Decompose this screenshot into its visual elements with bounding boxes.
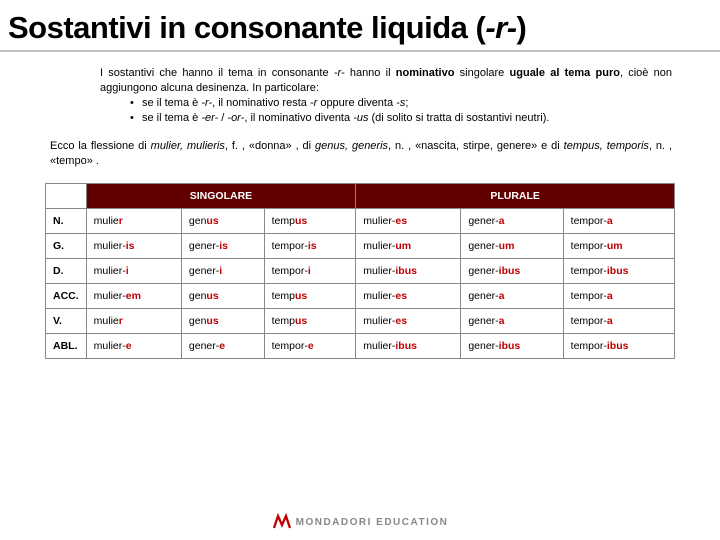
b2d: -or- (227, 112, 244, 124)
case-label: N. (46, 209, 87, 234)
p1f: uguale al tema puro (510, 67, 620, 79)
title-text-a: Sostantivi in consonante liquida ( (8, 10, 485, 45)
declension-table-wrap: SINGOLARE PLURALE N.muliergenustempusmul… (0, 169, 720, 359)
title-text-b: -r- (485, 10, 516, 45)
footer-text: MONDADORI EDUCATION (296, 517, 449, 528)
case-label: ACC. (46, 284, 87, 309)
bullet-2: se il tema è -er- / -or-, il nominativo … (130, 111, 672, 126)
footer-logo: MONDADORI EDUCATION (0, 513, 720, 532)
p2b: mulier, mulieris (151, 140, 225, 152)
cell-tempus-s: tempor-e (264, 334, 356, 359)
cell-genus-s: gener-e (181, 334, 264, 359)
cell-genus-s: gener-i (181, 259, 264, 284)
p2e: , n. , «nascita, stirpe, genere» e di (388, 140, 564, 152)
b2f: -us (353, 112, 368, 124)
intro-paragraph: I sostantivi che hanno il tema in conson… (100, 66, 672, 125)
cell-mulier-s: mulier-e (86, 334, 181, 359)
p1e: singolare (454, 67, 509, 79)
mondadori-icon (272, 513, 292, 532)
cell-mulier-s: mulier (86, 209, 181, 234)
example-paragraph: Ecco la flessione di mulier, mulieris, f… (50, 139, 672, 169)
empty-header (46, 184, 87, 209)
bullet-1: se il tema è -r-, il nominativo resta -r… (130, 96, 672, 111)
title-text-c: ) (517, 10, 527, 45)
b1a: se il tema è (142, 97, 201, 109)
cell-tempus-p: tempor-a (563, 284, 674, 309)
cell-genus-s: genus (181, 309, 264, 334)
b1g: ; (405, 97, 408, 109)
table-header-row: SINGOLARE PLURALE (46, 184, 675, 209)
case-label: V. (46, 309, 87, 334)
header-plural: PLURALE (356, 184, 675, 209)
cell-genus-p: gener-um (461, 234, 563, 259)
p2d: genus, generis (315, 140, 388, 152)
table-row: D.mulier-igener-itempor-imulier-ibusgene… (46, 259, 675, 284)
p2c: , f. , «donna» , di (225, 140, 315, 152)
table-row: ABL.mulier-egener-etempor-emulier-ibusge… (46, 334, 675, 359)
cell-mulier-p: mulier-ibus (356, 334, 461, 359)
cell-mulier-s: mulier-is (86, 234, 181, 259)
bullet-list: se il tema è -r-, il nominativo resta -r… (100, 96, 672, 126)
cell-tempus-p: tempor-um (563, 234, 674, 259)
p2f: tempus, temporis (564, 140, 649, 152)
table-row: N.muliergenustempusmulier-esgener-atempo… (46, 209, 675, 234)
b1c: , il nominativo resta (212, 97, 310, 109)
page-title: Sostantivi in consonante liquida (-r-) (0, 0, 720, 52)
cell-mulier-p: mulier-ibus (356, 259, 461, 284)
p1a: I sostantivi che hanno il tema in conson… (100, 67, 334, 79)
cell-mulier-p: mulier-es (356, 309, 461, 334)
b2a: se il tema è (142, 112, 201, 124)
cell-tempus-s: tempus (264, 284, 356, 309)
p1d: nominativo (396, 67, 455, 79)
cell-tempus-p: tempor-ibus (563, 334, 674, 359)
cell-mulier-p: mulier-es (356, 209, 461, 234)
p1b: -r- (334, 67, 345, 79)
cell-genus-s: gener-is (181, 234, 264, 259)
cell-genus-p: gener-ibus (461, 259, 563, 284)
b1b: -r- (201, 97, 212, 109)
cell-tempus-p: tempor-ibus (563, 259, 674, 284)
table-row: G.mulier-isgener-istempor-ismulier-umgen… (46, 234, 675, 259)
cell-tempus-s: tempus (264, 309, 356, 334)
cell-mulier-s: mulier-em (86, 284, 181, 309)
content-block: I sostantivi che hanno il tema in conson… (0, 52, 720, 169)
b2e: , il nominativo diventa (244, 112, 353, 124)
case-label: ABL. (46, 334, 87, 359)
table-row: V.muliergenustempusmulier-esgener-atempo… (46, 309, 675, 334)
cell-tempus-s: tempor-i (264, 259, 356, 284)
case-label: G. (46, 234, 87, 259)
case-label: D. (46, 259, 87, 284)
cell-tempus-s: tempus (264, 209, 356, 234)
cell-genus-s: genus (181, 209, 264, 234)
cell-tempus-p: tempor-a (563, 309, 674, 334)
cell-mulier-s: mulier (86, 309, 181, 334)
cell-tempus-p: tempor-a (563, 209, 674, 234)
cell-tempus-s: tempor-is (264, 234, 356, 259)
b1e: oppure diventa (317, 97, 396, 109)
cell-mulier-p: mulier-um (356, 234, 461, 259)
b1f: -s (396, 97, 405, 109)
cell-genus-p: gener-ibus (461, 334, 563, 359)
p1c: hanno il (345, 67, 396, 79)
table-row: ACC.mulier-emgenustempusmulier-esgener-a… (46, 284, 675, 309)
cell-genus-s: genus (181, 284, 264, 309)
declension-table: SINGOLARE PLURALE N.muliergenustempusmul… (45, 183, 675, 359)
b2g: (di solito si tratta di sostantivi neutr… (368, 112, 549, 124)
cell-mulier-s: mulier-i (86, 259, 181, 284)
cell-genus-p: gener-a (461, 309, 563, 334)
cell-genus-p: gener-a (461, 209, 563, 234)
b2b: -er- (201, 112, 218, 124)
table-body: N.muliergenustempusmulier-esgener-atempo… (46, 209, 675, 359)
cell-mulier-p: mulier-es (356, 284, 461, 309)
cell-genus-p: gener-a (461, 284, 563, 309)
header-singular: SINGOLARE (86, 184, 356, 209)
p2a: Ecco la flessione di (50, 140, 151, 152)
